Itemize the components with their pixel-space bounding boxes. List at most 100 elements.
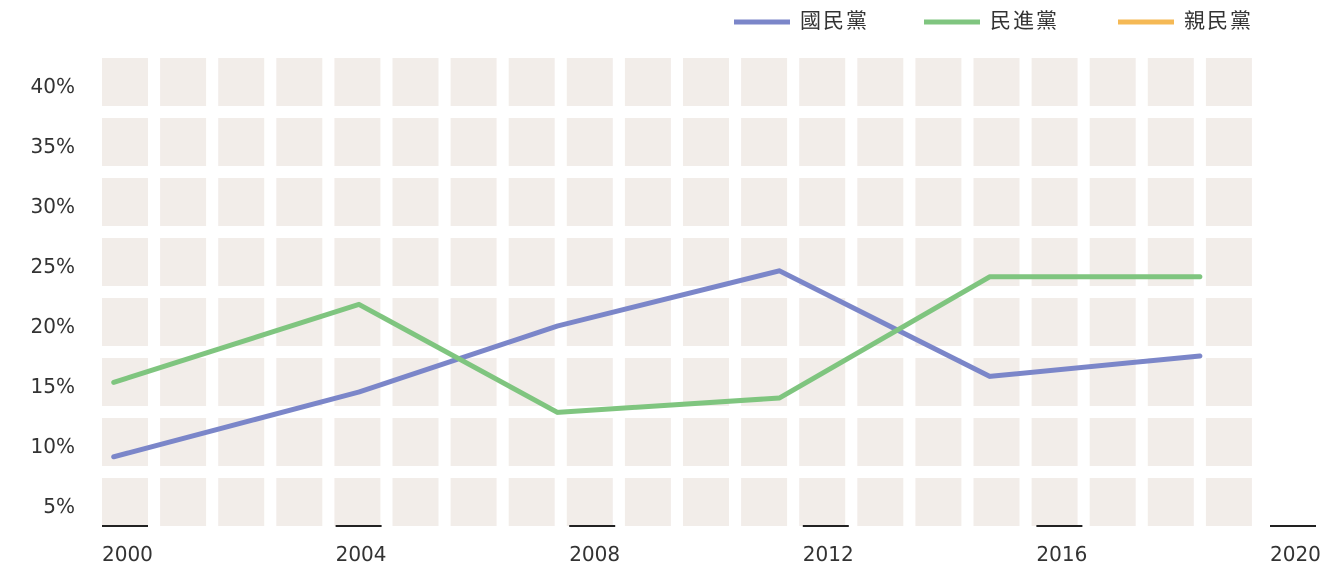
- grid-cell: [915, 418, 962, 466]
- grid-cell: [973, 118, 1020, 166]
- grid-cell: [102, 118, 148, 166]
- grid-cell: [392, 478, 439, 526]
- grid-cell: [508, 478, 555, 526]
- grid-cell: [741, 178, 788, 226]
- axis-ticks: 5% 10% 15% 20% 25% 30% 35% 40% 2000 2004 2008 2012 2…: [31, 74, 1321, 566]
- grid-cell: [741, 118, 788, 166]
- x-tick-label: 2008: [569, 542, 620, 566]
- grid-cell: [392, 118, 439, 166]
- grid-cell: [683, 298, 729, 346]
- grid-cell: [741, 418, 788, 466]
- grid-cell: [1031, 418, 1078, 466]
- grid-cell: [102, 238, 148, 286]
- grid-cell: [741, 58, 788, 106]
- grid-cell: [973, 178, 1020, 226]
- grid-cell: [160, 478, 207, 526]
- grid-cell: [102, 478, 148, 526]
- grid-cell: [334, 478, 381, 526]
- grid-cell: [508, 418, 555, 466]
- y-tick-label: 40%: [31, 74, 75, 98]
- grid-cell: [624, 478, 671, 526]
- y-tick-label: 25%: [31, 254, 75, 278]
- grid-cell: [392, 358, 439, 406]
- grid-cell: [915, 478, 962, 526]
- y-tick-label: 5%: [43, 494, 75, 518]
- grid-cell: [1147, 178, 1194, 226]
- grid-cell: [683, 478, 729, 526]
- grid-cell: [508, 58, 555, 106]
- legend: 國民黨 民進黨 親民黨: [734, 9, 1253, 33]
- grid-cell: [334, 58, 381, 106]
- grid-cell: [1031, 298, 1078, 346]
- grid-cell: [1147, 58, 1194, 106]
- grid-cell: [799, 58, 846, 106]
- grid-cell: [566, 178, 613, 226]
- grid-cell: [276, 238, 323, 286]
- grid-cell: [276, 478, 323, 526]
- grid-cell: [334, 238, 381, 286]
- grid-cell: [857, 418, 904, 466]
- grid-cell: [450, 118, 497, 166]
- x-tick-label: 2000: [102, 542, 153, 566]
- grid-cell: [1205, 238, 1252, 286]
- legend-label: 親民黨: [1184, 9, 1253, 33]
- grid-cell: [160, 118, 207, 166]
- grid-cell: [915, 118, 962, 166]
- grid-cell: [102, 298, 148, 346]
- grid-cell: [973, 58, 1020, 106]
- grid-cell: [392, 238, 439, 286]
- grid-cell: [857, 358, 904, 406]
- grid-cell: [218, 238, 265, 286]
- grid-cell: [276, 118, 323, 166]
- grid-cell: [1205, 478, 1252, 526]
- grid-cell: [683, 118, 729, 166]
- grid-cell: [799, 298, 846, 346]
- grid-cell: [276, 178, 323, 226]
- grid-cell: [915, 238, 962, 286]
- grid-cell: [450, 178, 497, 226]
- grid-cell: [683, 418, 729, 466]
- grid-cell: [799, 478, 846, 526]
- grid-cell: [566, 118, 613, 166]
- grid-cell: [1031, 58, 1078, 106]
- grid-cell: [1089, 118, 1136, 166]
- grid-cell: [450, 298, 497, 346]
- x-tick-label: 2004: [336, 542, 387, 566]
- grid-cell: [160, 58, 207, 106]
- grid-cell: [973, 478, 1020, 526]
- grid-cell: [218, 358, 265, 406]
- grid-cell: [1205, 178, 1252, 226]
- grid-cell: [450, 478, 497, 526]
- grid-cell: [973, 358, 1020, 406]
- y-tick-label: 10%: [31, 434, 75, 458]
- series-line-1: [111, 274, 1203, 415]
- grid-cell: [276, 358, 323, 406]
- grid-cell: [1031, 478, 1078, 526]
- grid-cell: [915, 58, 962, 106]
- grid-cell: [799, 238, 846, 286]
- x-tick-label: 2016: [1036, 542, 1087, 566]
- legend-label: 民進黨: [990, 9, 1059, 33]
- y-tick-label: 15%: [31, 374, 75, 398]
- grid-cell: [1147, 418, 1194, 466]
- grid-cell: [334, 118, 381, 166]
- grid-cell: [683, 58, 729, 106]
- grid-cell: [334, 418, 381, 466]
- grid-cell: [1205, 418, 1252, 466]
- x-tick-label: 2020: [1270, 542, 1321, 566]
- y-tick-label: 35%: [31, 134, 75, 158]
- grid-cell: [799, 118, 846, 166]
- grid-cell: [566, 358, 613, 406]
- grid-cell: [973, 298, 1020, 346]
- grid-cell: [624, 418, 671, 466]
- grid-cell: [1089, 478, 1136, 526]
- grid-cell: [392, 298, 439, 346]
- grid-cell: [1089, 178, 1136, 226]
- grid-cell: [218, 478, 265, 526]
- grid-cell: [392, 418, 439, 466]
- grid-cell: [741, 478, 788, 526]
- grid-cell: [1147, 358, 1194, 406]
- grid-cell: [392, 178, 439, 226]
- legend-label: 國民黨: [800, 9, 869, 33]
